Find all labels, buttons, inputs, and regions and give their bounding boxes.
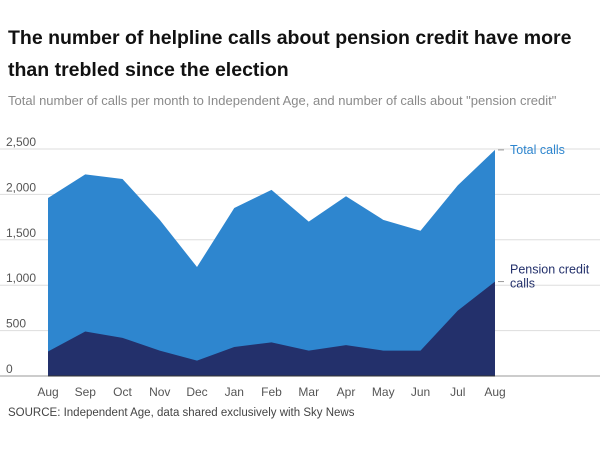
chart-title: The number of helpline calls about pensi… — [8, 27, 572, 81]
x-tick-label: Apr — [337, 385, 356, 399]
total-calls-label: Total calls — [510, 143, 565, 157]
y-tick-label: 1,000 — [6, 271, 36, 285]
source-note: SOURCE: Independent Age, data shared exc… — [8, 407, 355, 419]
x-tick-label: Aug — [484, 385, 505, 399]
y-tick-label: 500 — [6, 317, 26, 331]
x-tick-label: Mar — [298, 385, 319, 399]
x-tick-label: Aug — [37, 385, 58, 399]
x-tick-label: Nov — [149, 385, 170, 399]
y-tick-label: 1,500 — [6, 226, 36, 240]
x-tick-label: Jun — [411, 385, 430, 399]
pension-credit-area — [48, 281, 495, 376]
y-tick-label: 2,500 — [6, 135, 36, 149]
x-tick-label: Jul — [450, 385, 465, 399]
y-tick-label: 2,000 — [6, 180, 36, 194]
x-tick-label: Jan — [225, 385, 244, 399]
x-tick-label: Dec — [186, 385, 207, 399]
pension-credit-label: Pension credit calls — [510, 263, 590, 291]
total-calls-area — [48, 149, 495, 376]
y-tick-label: 0 — [6, 362, 13, 376]
x-tick-label: Oct — [113, 385, 132, 399]
x-tick-label: Sep — [75, 385, 97, 399]
chart-subtitle: Total number of calls per month to Indep… — [8, 93, 557, 108]
x-tick-label: May — [372, 385, 395, 399]
x-tick-label: Feb — [261, 385, 282, 399]
